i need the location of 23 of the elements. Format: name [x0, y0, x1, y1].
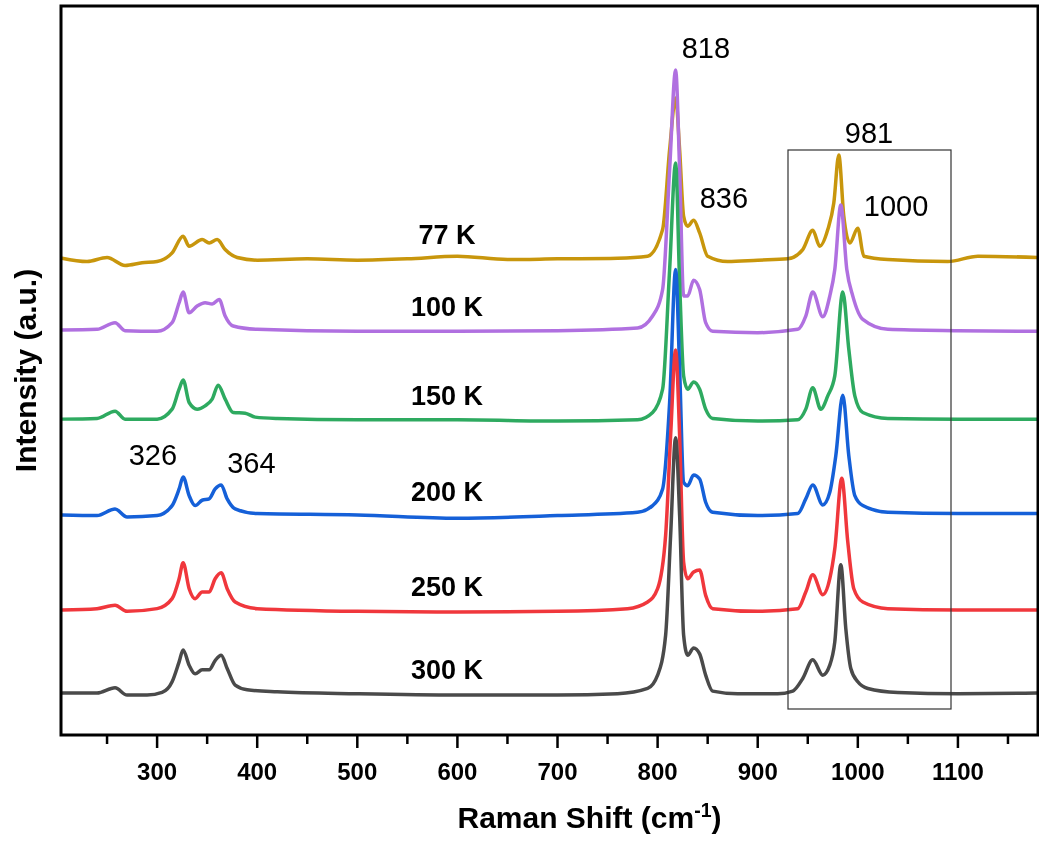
x-tick-label: 300: [137, 758, 178, 785]
x-tick-label: 700: [537, 758, 578, 785]
series-label: 77 K: [418, 220, 477, 251]
annotation: 981: [844, 117, 894, 150]
x-tick-label: 800: [637, 758, 678, 785]
x-tick-label: 900: [737, 758, 778, 785]
y-axis-title: Intensity (a.u.): [9, 268, 42, 473]
x-tick-label: 1100: [931, 758, 984, 785]
x-tick-label: 500: [337, 758, 378, 785]
annotation: 364: [227, 446, 276, 479]
x-tick-label: 400: [237, 758, 278, 785]
series-label: 150 K: [410, 381, 484, 412]
x-tick-label: 600: [437, 758, 478, 785]
annotation: 818: [681, 32, 731, 64]
x-axis-title: Raman Shift (cm$^{-1}$): [457, 799, 722, 834]
series-label: 300 K: [410, 655, 484, 686]
series-label: 200 K: [410, 476, 484, 507]
annotation: 326: [128, 438, 178, 471]
series-label: 250 K: [410, 571, 484, 602]
annotation: 1000: [863, 190, 929, 223]
series-label: 100 K: [410, 292, 484, 323]
annotation: 836: [699, 182, 749, 215]
x-tick-label: 1000: [831, 758, 885, 785]
